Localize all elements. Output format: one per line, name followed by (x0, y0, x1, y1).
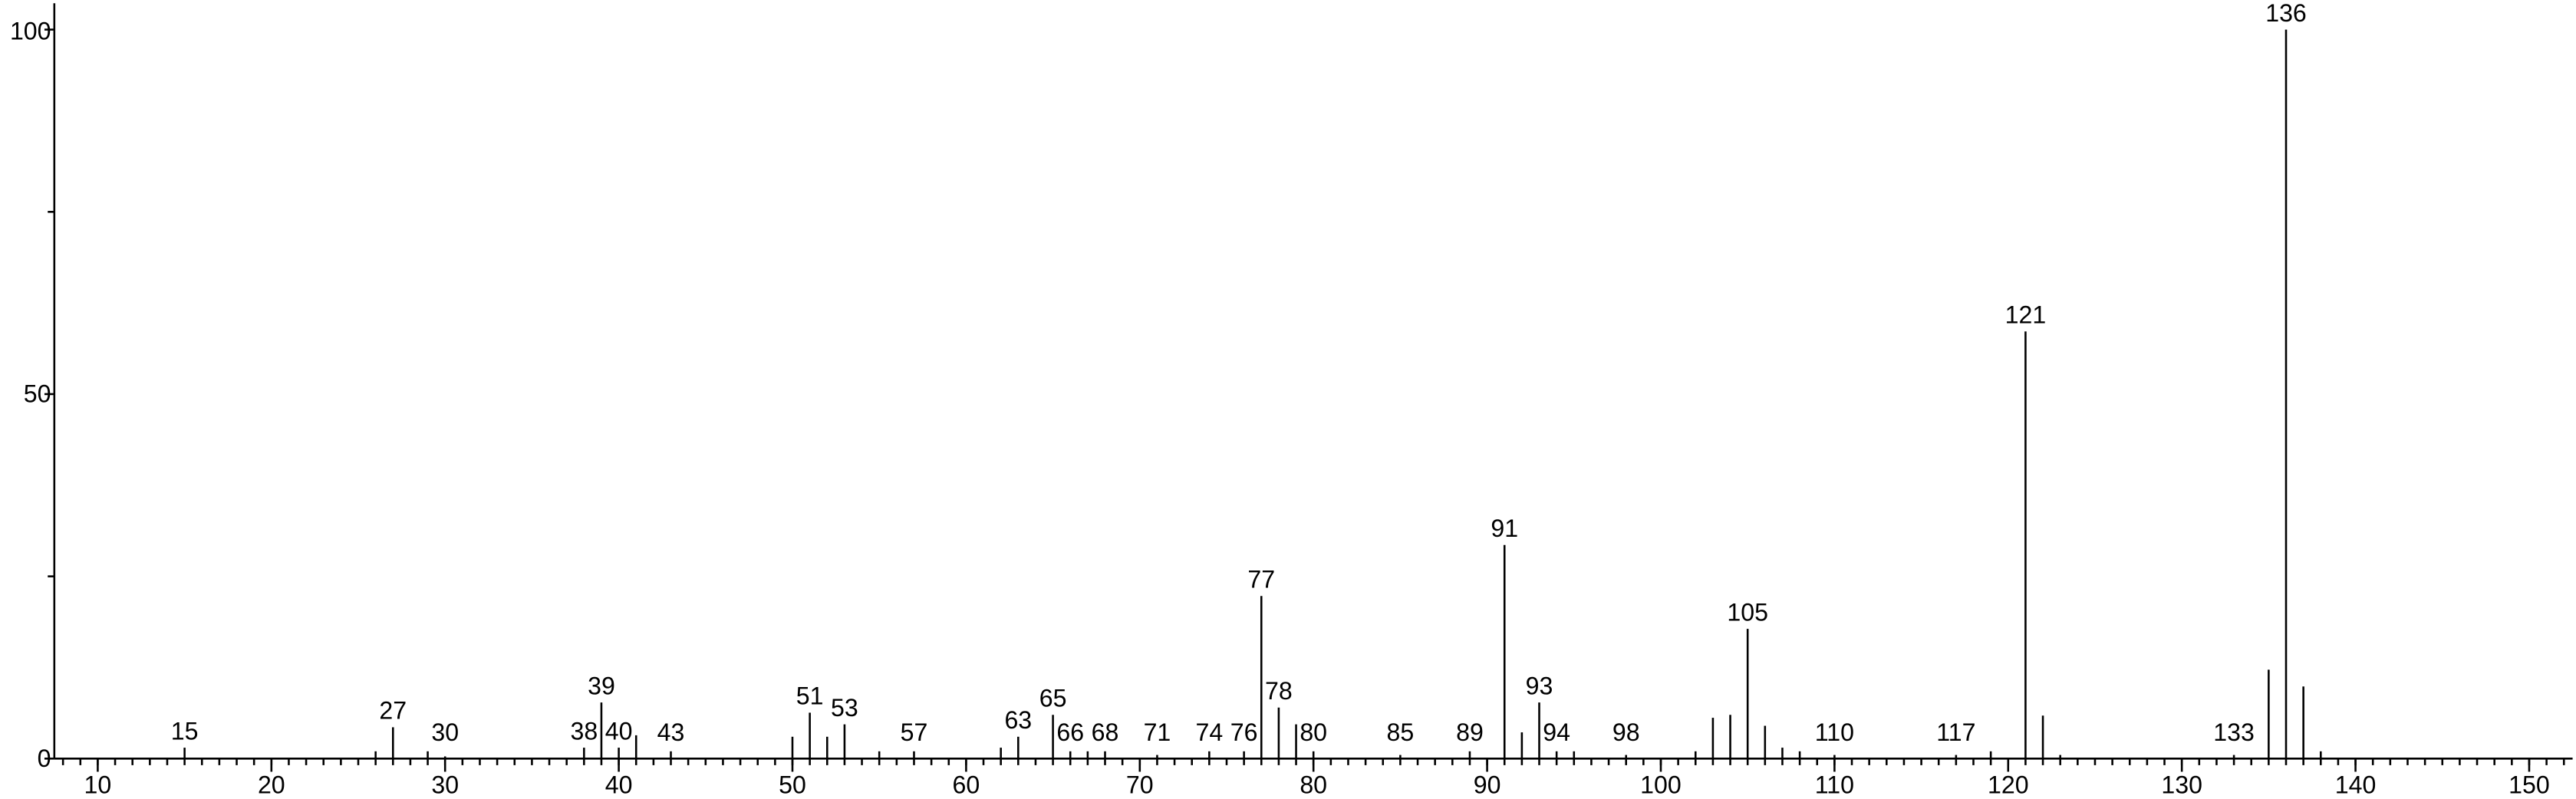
x-tick-label: 110 (1815, 771, 1854, 798)
peak-label: 51 (796, 682, 824, 710)
peak-label: 98 (1612, 718, 1640, 746)
peak-label: 71 (1144, 718, 1171, 746)
x-tick-label: 40 (605, 771, 633, 798)
peak-label: 74 (1195, 718, 1223, 746)
peak-label: 30 (431, 718, 459, 746)
x-tick-label: 100 (1640, 771, 1682, 798)
x-tick-label: 50 (779, 771, 806, 798)
peak-label: 121 (2005, 301, 2047, 328)
peak-label: 39 (588, 672, 615, 699)
peak-label: 80 (1300, 718, 1327, 746)
x-tick-label: 90 (1474, 771, 1501, 798)
x-tick-label: 60 (953, 771, 980, 798)
x-tick-label: 140 (2335, 771, 2377, 798)
peak-label: 40 (605, 717, 633, 745)
x-tick-label: 130 (2161, 771, 2202, 798)
x-tick-label: 10 (84, 771, 112, 798)
x-tick-label: 150 (2508, 771, 2550, 798)
peak-label: 27 (379, 697, 407, 725)
peak-label: 57 (901, 718, 928, 746)
peak-label: 117 (1936, 718, 1975, 746)
peak-label: 63 (1004, 706, 1032, 734)
peak-label: 78 (1265, 677, 1293, 705)
peak-label: 94 (1543, 718, 1570, 746)
peak-label: 77 (1247, 566, 1275, 593)
y-tick-label: 50 (24, 380, 51, 408)
x-tick-label: 20 (258, 771, 285, 798)
peak-label: 85 (1387, 718, 1415, 746)
x-tick-label: 120 (1988, 771, 2029, 798)
peak-label: 136 (2265, 0, 2307, 27)
peak-label: 68 (1092, 718, 1119, 746)
peak-label: 133 (2213, 718, 2255, 746)
x-tick-label: 70 (1126, 771, 1154, 798)
peak-label: 110 (1815, 718, 1854, 746)
peak-label: 65 (1039, 685, 1067, 712)
x-tick-label: 80 (1300, 771, 1327, 798)
peak-label: 89 (1456, 718, 1484, 746)
peak-label: 66 (1056, 718, 1084, 746)
peak-label: 76 (1230, 718, 1258, 746)
peak-label: 53 (831, 694, 858, 722)
peak-label: 43 (657, 718, 685, 746)
y-tick-label: 100 (10, 17, 51, 44)
peak-label: 15 (171, 717, 199, 745)
y-tick-label: 0 (38, 745, 51, 772)
x-tick-label: 30 (431, 771, 459, 798)
peak-label: 38 (570, 717, 598, 745)
peak-label: 105 (1727, 598, 1768, 626)
peak-label: 93 (1526, 672, 1553, 699)
peak-label: 91 (1491, 515, 1518, 542)
